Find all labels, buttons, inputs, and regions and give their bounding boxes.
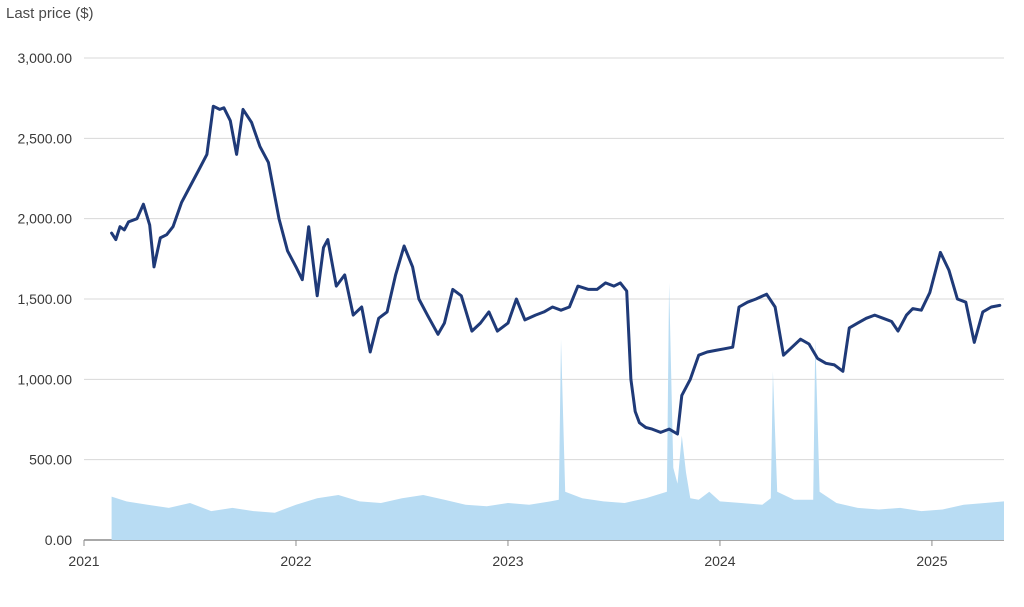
y-tick-label: 0.00 [45,532,72,548]
y-tick-label: 1,500.00 [18,291,73,307]
x-axis-ticks: 2021 2022 2023 2024 2025 [68,540,948,569]
volume-layer [111,282,1005,540]
y-axis-title: Last price ($) [6,5,94,22]
y-tick-label: 2,500.00 [18,130,73,146]
x-tick-label: 2024 [704,553,735,569]
x-tick-label: 2022 [280,553,311,569]
x-tick-label: 2023 [492,553,523,569]
y-tick-label: 2,000.00 [18,211,73,227]
x-tick-label: 2021 [68,553,99,569]
price-layer [110,104,1002,436]
volume-area [111,282,1005,540]
y-tick-label: 3,000.00 [18,50,73,66]
x-tick-label: 2025 [916,553,947,569]
y-tick-label: 500.00 [29,452,72,468]
y-tick-label: 1,000.00 [18,371,73,387]
y-axis-ticks: 0.00 500.00 1,000.00 1,500.00 2,000.00 2,500.… [18,50,73,548]
price-line [110,104,1002,436]
grid-layer [84,57,1004,541]
